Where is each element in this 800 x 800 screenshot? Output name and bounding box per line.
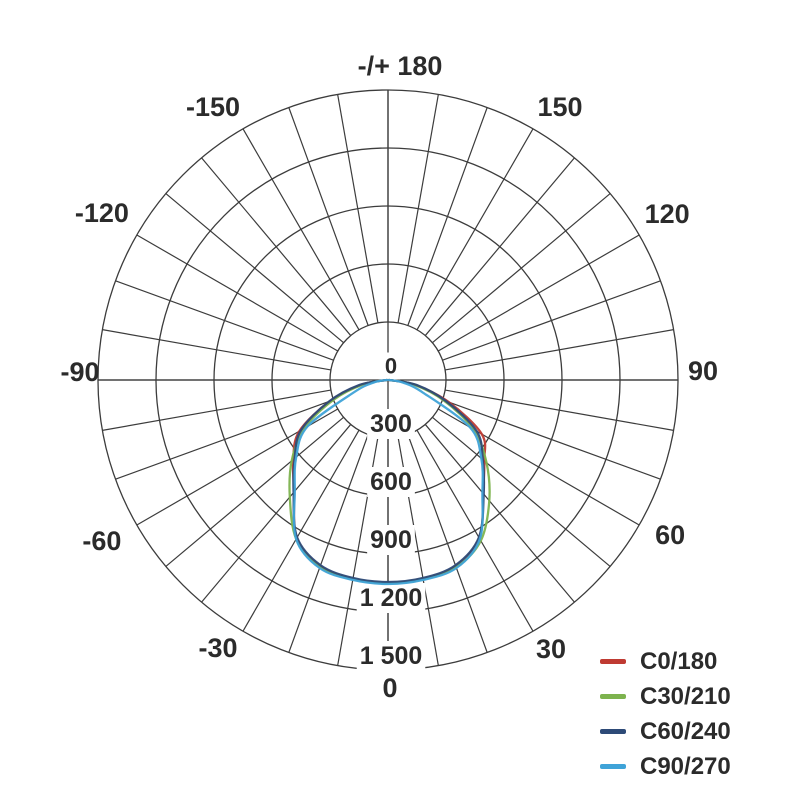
- angle-tick-label--90: -90: [60, 357, 99, 387]
- angle-tick-label-120: 120: [645, 199, 690, 229]
- grid-spoke: [407, 434, 488, 653]
- grid-spoke: [165, 193, 344, 344]
- grid-spoke: [407, 107, 488, 326]
- grid-spoke: [337, 94, 379, 323]
- radial-tick-label-mask: [356, 583, 426, 613]
- radial-tick-label: 1 500: [360, 642, 423, 670]
- grid-spoke: [397, 94, 439, 323]
- legend-label: C0/180: [640, 647, 718, 675]
- angle-tick-label-0: 0: [382, 673, 397, 703]
- legend-item: C60/240: [600, 714, 731, 749]
- radial-tick-label: 1 200: [360, 584, 423, 612]
- radial-tick-label-mask: [367, 525, 415, 555]
- angle-tick-label-150: 150: [537, 92, 582, 122]
- grid-spoke: [442, 280, 661, 361]
- radial-tick-label: 300: [370, 410, 412, 438]
- grid-spoke: [424, 424, 575, 603]
- legend: C0/180 C30/210 C60/240 C90/270: [600, 644, 731, 784]
- grid-spoke: [242, 128, 360, 331]
- legend-swatch-c0-180: [600, 659, 626, 664]
- legend-item: C90/270: [600, 749, 731, 784]
- grid-spoke: [445, 389, 674, 431]
- legend-item: C30/210: [600, 679, 731, 714]
- grid-spoke: [288, 434, 369, 653]
- grid-spoke: [416, 429, 534, 632]
- legend-label: C90/270: [640, 752, 731, 780]
- angle-tick-label-90: 90: [688, 356, 718, 386]
- legend-label: C60/240: [640, 717, 731, 745]
- grid-spoke: [165, 416, 344, 567]
- grid-spoke: [201, 157, 352, 336]
- radial-tick-label-mask: [381, 352, 401, 380]
- angle-tick-label--120: -120: [75, 198, 129, 228]
- grid-spoke: [288, 107, 369, 326]
- grid-spoke: [437, 234, 640, 352]
- angle-tick-label--60: -60: [82, 526, 121, 556]
- radial-tick-label-mask: [356, 641, 426, 671]
- angle-tick-label--150: -150: [186, 92, 240, 122]
- legend-item: C0/180: [600, 644, 731, 679]
- grid-spoke: [432, 416, 611, 567]
- grid-spoke: [115, 399, 334, 480]
- grid-spoke: [445, 329, 674, 371]
- grid-spoke: [102, 389, 331, 431]
- grid-spoke: [102, 329, 331, 371]
- radial-tick-label: 600: [370, 468, 412, 496]
- radial-tick-label: 0: [385, 354, 397, 379]
- curve-c90-270: [292, 378, 484, 586]
- legend-swatch-c90-270: [600, 764, 626, 769]
- angle-tick-label-30: 30: [536, 634, 566, 664]
- legend-swatch-c30-210: [600, 694, 626, 699]
- radial-tick-label-mask: [367, 409, 415, 439]
- legend-swatch-c60-240: [600, 729, 626, 734]
- legend-label: C30/210: [640, 682, 731, 710]
- grid-spoke: [136, 234, 339, 352]
- grid-spoke: [432, 193, 611, 344]
- curve-c60-240: [292, 378, 486, 584]
- grid-spoke: [115, 280, 334, 361]
- grid-spoke: [201, 424, 352, 603]
- grid-spoke: [416, 128, 534, 331]
- grid-spoke: [442, 399, 661, 480]
- radial-tick-label: 900: [370, 526, 412, 554]
- grid-spoke: [424, 157, 575, 336]
- grid-spoke: [242, 429, 360, 632]
- angle-tick-label--30: -30: [198, 633, 237, 663]
- angle-tick-label-60: 60: [655, 520, 685, 550]
- angle-tick-label-180: -/+ 180: [358, 51, 443, 81]
- radial-tick-label-mask: [367, 467, 415, 497]
